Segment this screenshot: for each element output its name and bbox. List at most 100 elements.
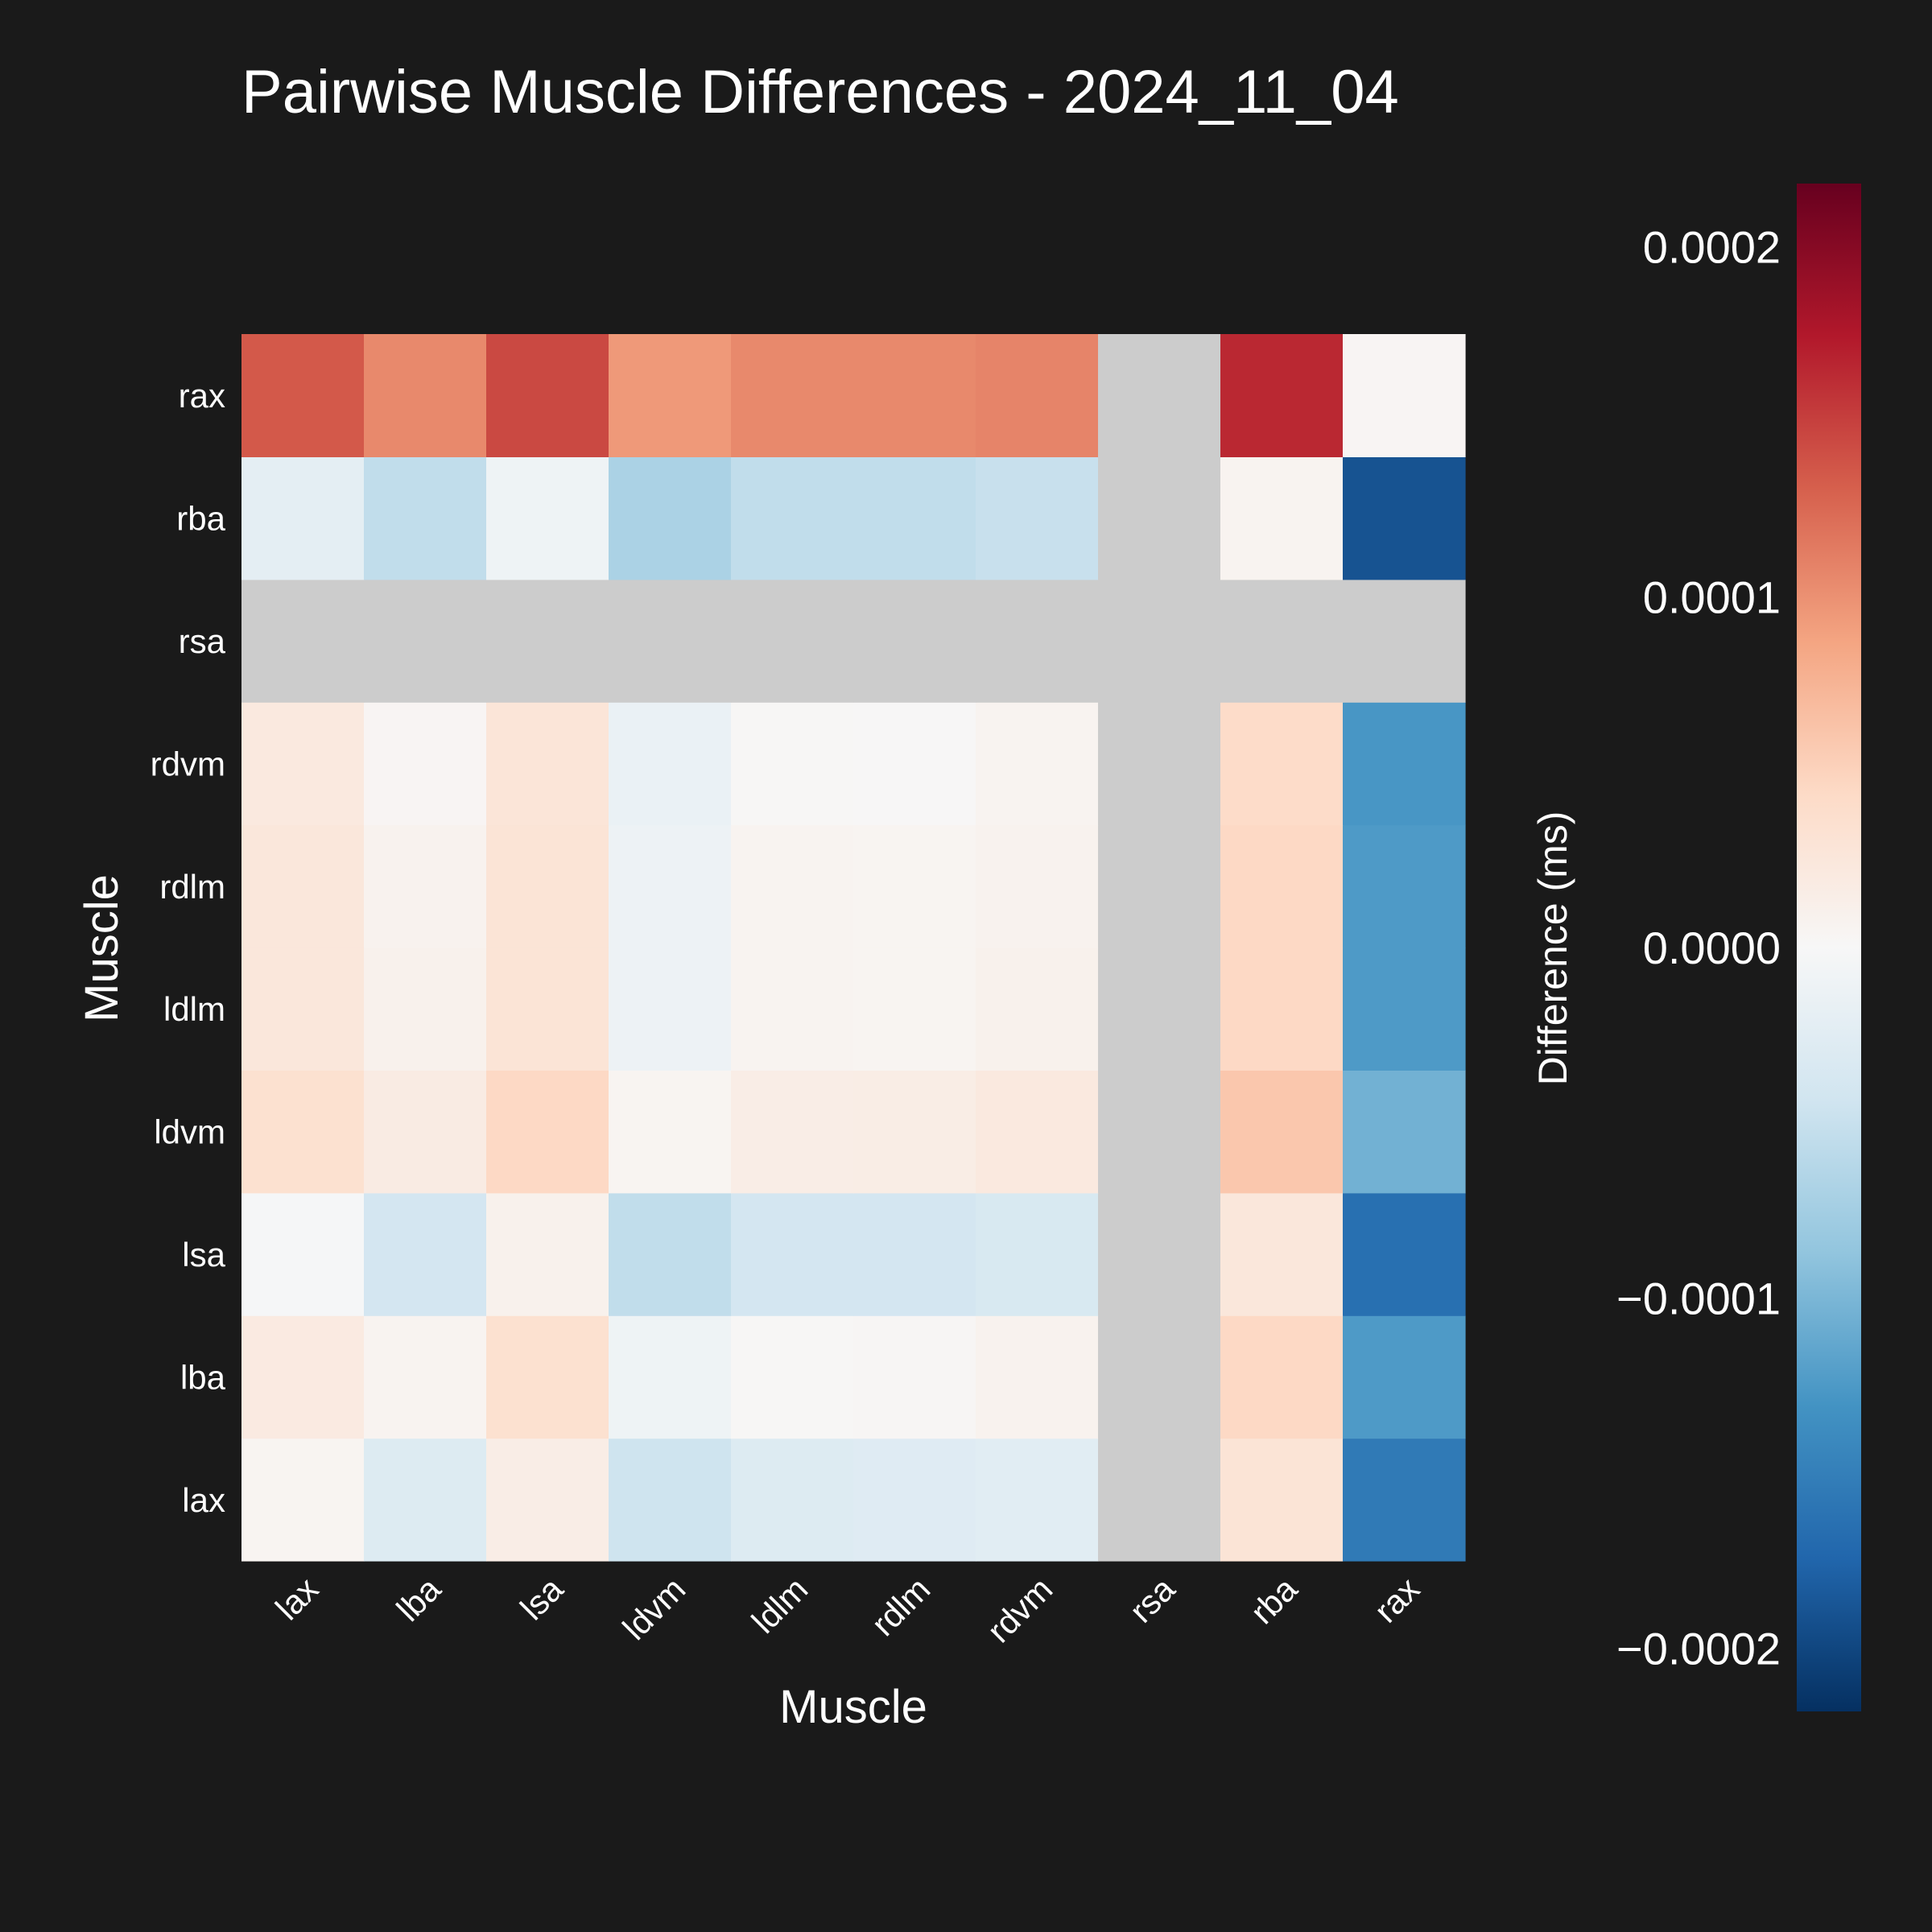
heatmap-cell-lsa-rsa <box>1098 1192 1221 1316</box>
heatmap-cell-rax-lsa <box>486 334 609 457</box>
heatmap-cell-rdvm-lba <box>364 702 487 826</box>
x-tick-rba: rba <box>1243 1570 1305 1632</box>
heatmap-cell-lsa-rdlm <box>853 1192 976 1316</box>
heatmap-cell-ldlm-rax <box>1343 947 1466 1071</box>
x-tick-lax: lax <box>268 1570 325 1627</box>
heatmap-cell-rdvm-rsa <box>1098 702 1221 826</box>
heatmap-cell-rsa-ldvm <box>609 579 732 703</box>
x-axis-label: Muscle <box>779 1681 927 1733</box>
heatmap-cell-lax-ldvm <box>609 1438 732 1562</box>
heatmap-cell-rba-rdvm <box>976 456 1099 580</box>
heatmap-cell-rdlm-lax <box>242 824 365 948</box>
heatmap-cell-lsa-rba <box>1220 1192 1344 1316</box>
heatmap-cell-lba-lsa <box>486 1315 609 1439</box>
heatmap-cell-lax-lsa <box>486 1438 609 1562</box>
heatmap-cell-rba-lax <box>242 456 365 580</box>
heatmap-cell-rsa-lax <box>242 579 365 703</box>
heatmap-cell-rdlm-rsa <box>1098 824 1221 948</box>
heatmap-cell-rax-rba <box>1220 334 1344 457</box>
heatmap-cell-lba-ldvm <box>609 1315 732 1439</box>
heatmap-cell-rba-rax <box>1343 456 1466 580</box>
heatmap-cell-ldvm-lsa <box>486 1070 609 1194</box>
heatmap-cell-ldvm-rba <box>1220 1070 1344 1194</box>
heatmap-cell-rdlm-lsa <box>486 824 609 948</box>
heatmap-cell-lsa-rdvm <box>976 1192 1099 1316</box>
y-tick-rdlm: rdlm <box>159 868 225 906</box>
heatmap-cell-ldlm-lba <box>364 947 487 1071</box>
colorbar-tick-3: −0.0001 <box>1616 1273 1781 1323</box>
x-tick-ldlm: ldlm <box>745 1570 815 1641</box>
colorbar-tick-2: 0.0000 <box>1643 923 1781 973</box>
heatmap-cell-rdlm-ldvm <box>609 824 732 948</box>
heatmap-cell-rdvm-rdvm <box>976 702 1099 826</box>
colorbar-tick-4: −0.0002 <box>1616 1624 1781 1674</box>
y-tick-ldvm: ldvm <box>154 1113 225 1151</box>
y-tick-lsa: lsa <box>182 1236 225 1274</box>
heatmap-cell-lsa-ldvm <box>609 1192 732 1316</box>
heatmap-cell-rdvm-lsa <box>486 702 609 826</box>
heatmap-cell-lsa-lba <box>364 1192 487 1316</box>
heatmap-cell-ldvm-lax <box>242 1070 365 1194</box>
heatmap-cell-ldlm-lsa <box>486 947 609 1071</box>
heatmap-cell-rdlm-rdlm <box>853 824 976 948</box>
heatmap-cell-lba-lba <box>364 1315 487 1439</box>
heatmap-cell-rax-lax <box>242 334 365 457</box>
heatmap-cell-ldvm-rdvm <box>976 1070 1099 1194</box>
heatmap-cell-lba-rba <box>1220 1315 1344 1439</box>
heatmap-cell-ldlm-rsa <box>1098 947 1221 1071</box>
y-tick-rax: rax <box>179 377 225 415</box>
heatmap-cell-ldvm-ldvm <box>609 1070 732 1194</box>
heatmap-cell-lba-lax <box>242 1315 365 1439</box>
heatmap-cell-ldlm-rba <box>1220 947 1344 1071</box>
heatmap-cell-rsa-rsa <box>1098 579 1221 703</box>
heatmap-cell-rdlm-rba <box>1220 824 1344 948</box>
heatmap-cell-lsa-lax <box>242 1192 365 1316</box>
heatmap-cell-lba-rdlm <box>853 1315 976 1439</box>
heatmap-cell-lax-rsa <box>1098 1438 1221 1562</box>
colorbar <box>1797 184 1861 1711</box>
x-tick-lsa: lsa <box>513 1570 571 1628</box>
heatmap-cell-lsa-ldlm <box>731 1192 854 1316</box>
heatmap-cell-rdvm-rba <box>1220 702 1344 826</box>
heatmap-cell-rba-rsa <box>1098 456 1221 580</box>
heatmap-cell-lax-ldlm <box>731 1438 854 1562</box>
y-tick-labels: lax lba lsa ldvm ldlm rdlm rdvm rsa rba rax <box>151 377 226 1519</box>
heatmap-cell-rdvm-rax <box>1343 702 1466 826</box>
heatmap-cell-rdvm-ldlm <box>731 702 854 826</box>
heatmap-cell-lba-rax <box>1343 1315 1466 1439</box>
heatmap-cell-lsa-lsa <box>486 1192 609 1316</box>
chart-title: Pairwise Muscle Differences - 2024_11_04 <box>242 58 1399 126</box>
heatmap-cell-rsa-rdvm <box>976 579 1099 703</box>
heatmap-cell-rax-rax <box>1343 334 1466 457</box>
heatmap-cells <box>242 334 1466 1562</box>
colorbar-tick-1: 0.0001 <box>1643 572 1781 623</box>
x-tick-lba: lba <box>389 1570 448 1629</box>
heatmap-cell-rba-rdlm <box>853 456 976 580</box>
x-tick-labels: lax lba lsa ldvm ldlm rdlm rdvm rsa rba rax <box>268 1570 1426 1650</box>
heatmap-cell-rax-ldlm <box>731 334 854 457</box>
heatmap-cell-rsa-rba <box>1220 579 1344 703</box>
heatmap-cell-rax-lba <box>364 334 487 457</box>
heatmap-cell-lax-rba <box>1220 1438 1344 1562</box>
y-tick-rba: rba <box>176 500 225 538</box>
heatmap-cell-rdlm-rdvm <box>976 824 1099 948</box>
heatmap-cell-lax-rdvm <box>976 1438 1099 1562</box>
heatmap-cell-rax-rdlm <box>853 334 976 457</box>
heatmap-cell-rba-ldlm <box>731 456 854 580</box>
heatmap-cell-rba-rba <box>1220 456 1344 580</box>
heatmap-cell-ldvm-rax <box>1343 1070 1466 1194</box>
y-tick-ldlm: ldlm <box>163 990 225 1028</box>
heatmap-cell-rba-ldvm <box>609 456 732 580</box>
heatmap-cell-rsa-ldlm <box>731 579 854 703</box>
heatmap-cell-ldlm-lax <box>242 947 365 1071</box>
heatmap-cell-rba-lsa <box>486 456 609 580</box>
colorbar-label: Difference (ms) <box>1530 811 1575 1086</box>
colorbar-tick-0: 0.0002 <box>1643 221 1781 272</box>
colorbar-tick-labels: 0.0002 0.0001 0.0000 −0.0001 −0.0002 <box>1616 221 1781 1674</box>
heatmap-cell-lax-rdlm <box>853 1438 976 1562</box>
y-tick-lax: lax <box>182 1481 225 1519</box>
heatmap-cell-lba-rdvm <box>976 1315 1099 1439</box>
x-tick-rdlm: rdlm <box>864 1570 937 1643</box>
heatmap-cell-ldlm-rdvm <box>976 947 1099 1071</box>
